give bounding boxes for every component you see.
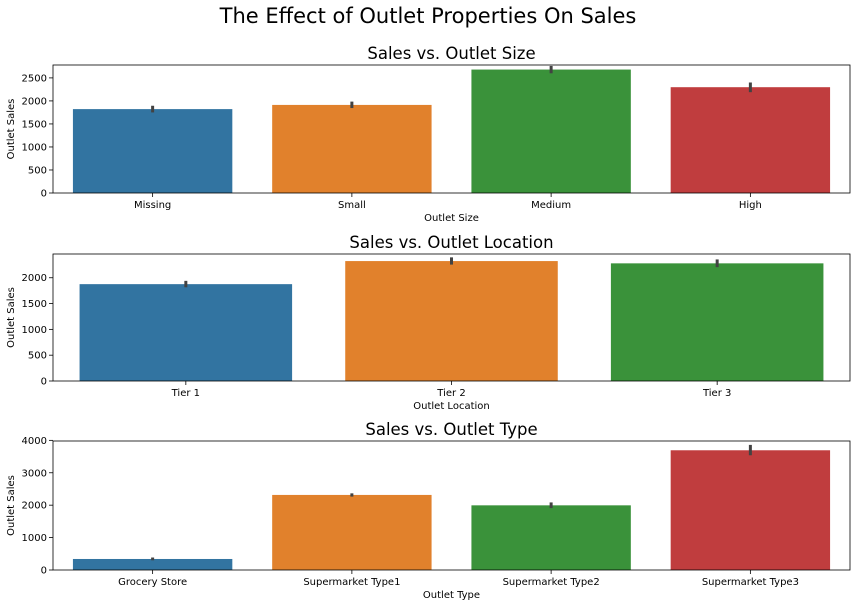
y-axis-label: Outlet Sales xyxy=(6,475,17,536)
bar-tier-1 xyxy=(79,284,293,381)
x-tick-label: Missing xyxy=(134,200,171,211)
y-tick-label: 2000 xyxy=(22,501,47,512)
x-tick-label: Supermarket Type2 xyxy=(503,577,600,588)
x-tick-label: Tier 1 xyxy=(171,388,200,399)
y-tick-label: 2000 xyxy=(22,96,47,107)
x-tick-label: Grocery Store xyxy=(118,577,187,588)
x-tick-label: Supermarket Type3 xyxy=(702,577,799,588)
y-tick-label: 0 xyxy=(41,189,47,200)
bar-tier-3 xyxy=(610,263,824,381)
bar-medium xyxy=(471,69,631,193)
x-tick-label: Medium xyxy=(531,200,571,211)
chart-title: Sales vs. Outlet Size xyxy=(367,44,535,63)
y-axis-label: Outlet Sales xyxy=(6,99,17,160)
axes-frame xyxy=(52,440,851,571)
y-tick-label: 0 xyxy=(41,566,47,577)
bar-supermarket-type3 xyxy=(670,450,831,570)
bar-grocery-store xyxy=(72,558,233,570)
y-tick-label: 2500 xyxy=(22,73,47,84)
chart-2: Sales vs. Outlet Location Tier 1 Tier 2 Tie… xyxy=(6,233,851,412)
x-axis-label: Outlet Size xyxy=(424,213,479,224)
x-axis-label: Outlet Type xyxy=(423,590,480,601)
y-tick-label: 1000 xyxy=(22,325,47,336)
bar-supermarket-type1 xyxy=(272,494,432,570)
chart-title: Sales vs. Outlet Type xyxy=(365,420,537,439)
y-tick-label: 0 xyxy=(41,377,47,388)
y-tick-label: 4000 xyxy=(22,436,47,447)
x-tick-label: Tier 2 xyxy=(436,388,465,399)
bar-supermarket-type2 xyxy=(471,505,631,570)
y-tick-label: 1500 xyxy=(22,299,47,310)
bar-missing xyxy=(72,109,233,193)
y-tick-label: 1000 xyxy=(22,533,47,544)
chart-title: Sales vs. Outlet Location xyxy=(349,233,553,252)
x-tick-label: High xyxy=(739,200,762,211)
bar-high xyxy=(670,87,831,193)
x-axis-label: Outlet Location xyxy=(413,401,489,412)
bar-small xyxy=(272,104,432,193)
y-tick-label: 500 xyxy=(28,165,47,176)
x-tick-label: Small xyxy=(338,200,366,211)
y-tick-label: 2000 xyxy=(22,273,47,284)
y-axis-label: Outlet Sales xyxy=(6,287,17,348)
x-tick-label: Tier 3 xyxy=(702,388,731,399)
y-tick-label: 1500 xyxy=(22,119,47,130)
bar-tier-2 xyxy=(345,261,558,381)
chart-1: Sales vs. Outlet Size Missing Small Medium H… xyxy=(6,44,851,224)
y-tick-label: 1000 xyxy=(22,142,47,153)
figure-title: The Effect of Outlet Properties On Sales xyxy=(219,4,637,28)
y-tick-label: 3000 xyxy=(22,468,47,479)
axes-frame xyxy=(52,64,851,194)
axes-frame xyxy=(52,253,851,382)
chart-3: Sales vs. Outlet Type Grocery Store Superm… xyxy=(6,420,851,601)
x-tick-label: Supermarket Type1 xyxy=(303,577,400,588)
y-tick-label: 500 xyxy=(28,351,47,362)
